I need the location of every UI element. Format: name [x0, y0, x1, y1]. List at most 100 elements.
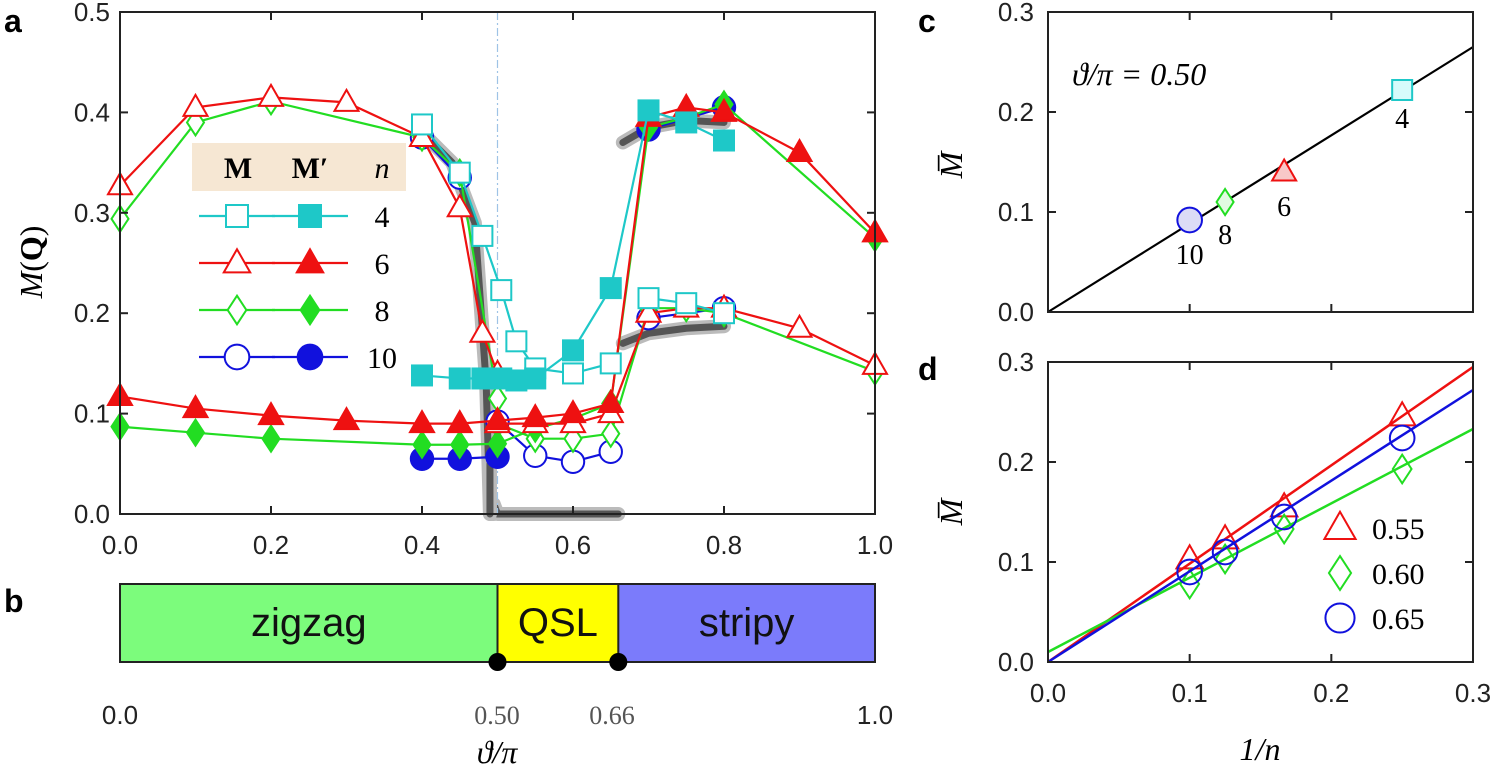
panel-d-legend: 0.55 0.60 0.65 [1322, 509, 1425, 636]
data-point [408, 409, 436, 434]
point-label-n4: 4 [1395, 104, 1409, 135]
fit-line [1047, 365, 1474, 664]
panel-c-ytick-label: 0.2 [998, 97, 1034, 127]
legend-marker-open [223, 343, 251, 371]
fit-line [1047, 427, 1474, 654]
panel-a-xtick-label: 0.4 [404, 530, 440, 560]
panel-d-xtick-label: 0.0 [1030, 678, 1066, 708]
phase-tick-066: 0.66 [589, 701, 635, 730]
legend-n-value: 10 [367, 342, 397, 375]
panel-a-xtick-label: 0.6 [555, 530, 591, 560]
legend-label: 0.60 [1372, 558, 1425, 591]
legend-marker-filled [298, 204, 322, 228]
panel-a-ytick-label: 0.5 [74, 0, 110, 27]
data-point [637, 287, 660, 310]
fit-data-point [1214, 542, 1236, 576]
legend-header-mprime: M′ [292, 152, 329, 185]
data-point [634, 298, 663, 323]
legend-entry-0.65: 0.65 [1324, 602, 1425, 636]
legend-marker [1322, 509, 1358, 541]
fit-series-0.60 [1047, 427, 1474, 654]
data-point [412, 429, 432, 460]
panel-d-frame [1047, 361, 1474, 663]
extrapolation-point-n4 [1391, 79, 1414, 101]
data-point [181, 394, 210, 419]
panel-label-d: d [918, 351, 938, 387]
data-point [785, 313, 814, 338]
critical-point [488, 653, 507, 671]
panel-a-ytick-label: 0.1 [74, 399, 110, 429]
phase-tick-1: 1.0 [857, 700, 893, 730]
legend-marker [1327, 554, 1353, 592]
data-point [562, 362, 584, 385]
data-point [562, 339, 584, 362]
data-point [675, 292, 698, 315]
data-point [471, 367, 494, 390]
panel-a-xtick-label: 0.2 [253, 530, 289, 560]
phase-tick-050: 0.50 [474, 701, 520, 730]
panel-d-ytick-label: 0.1 [998, 547, 1034, 577]
panel-a-ytick-label: 0.2 [74, 298, 110, 328]
phase-band-stripy [618, 584, 875, 662]
panel-c-ylabel: M̅ [933, 149, 969, 179]
data-point [601, 418, 621, 449]
data-point [597, 389, 625, 414]
data-point [446, 193, 474, 218]
panel-d-xtick-label: 0.2 [1313, 678, 1349, 708]
thermodynamic-limit-curve [619, 322, 728, 347]
panel-d-xtick-label: 0.1 [1172, 678, 1208, 708]
data-point [785, 138, 814, 163]
panel-a-ylabel: M(Q) [13, 226, 49, 300]
data-point [524, 367, 547, 390]
data-point [181, 92, 210, 117]
fit-line [1047, 388, 1474, 664]
phase-band-qsl [497, 584, 619, 662]
extrapolation-point-n6 [1270, 157, 1298, 182]
extrapolation-point-n10 [1176, 206, 1203, 234]
phase-label-zigzag: zigzag [251, 601, 367, 645]
panel-a-xtick-label: 0.8 [706, 530, 742, 560]
data-point [599, 277, 622, 300]
legend-label: 0.65 [1372, 603, 1425, 636]
series-line [119, 96, 499, 374]
legend-n-value: 4 [375, 201, 390, 234]
legend-marker-filled [295, 247, 325, 274]
phase-label-stripy: stripy [699, 601, 795, 645]
fit-data-point [1388, 424, 1416, 452]
data-point [560, 449, 586, 474]
legend-marker-open [222, 247, 252, 274]
legend-row-n10: 10 [199, 342, 397, 375]
data-point [713, 302, 735, 325]
legend-n-value: 8 [375, 295, 390, 328]
legend-entry-0.60: 0.60 [1327, 554, 1425, 592]
panel-a-xtick-label: 1.0 [857, 530, 893, 560]
panel-d-ytick-label: 0.0 [998, 647, 1034, 677]
panel-a-ytick-label: 0.4 [74, 97, 110, 127]
legend-n-value: 6 [375, 248, 390, 281]
legend-marker-filled [299, 293, 321, 327]
panel-a-xtick-label: 0.0 [102, 530, 138, 560]
legend-label: 0.55 [1372, 513, 1425, 546]
panel-label-a: a [4, 3, 22, 39]
data-point [599, 352, 622, 375]
data-point [332, 87, 361, 112]
legend-marker-open [226, 293, 248, 327]
data-point [471, 224, 494, 247]
data-point [468, 318, 497, 343]
data-point [411, 113, 433, 136]
legend-header-n: n [375, 152, 390, 185]
fit-series-0.65 [1047, 388, 1474, 664]
data-point [446, 409, 474, 434]
panel-d-ytick-label: 0.2 [998, 447, 1034, 477]
panel-a-ytick-label: 0.0 [74, 499, 110, 529]
data-point [675, 111, 698, 134]
legend-marker-filled [296, 343, 324, 371]
fit-data-point [1391, 452, 1413, 486]
legend-marker [1324, 602, 1356, 634]
data-point [257, 401, 285, 426]
panel-label-c: c [918, 3, 936, 39]
data-point [448, 161, 471, 184]
data-point [408, 122, 436, 147]
panel-b-xlabel: ϑ/π [477, 734, 519, 770]
